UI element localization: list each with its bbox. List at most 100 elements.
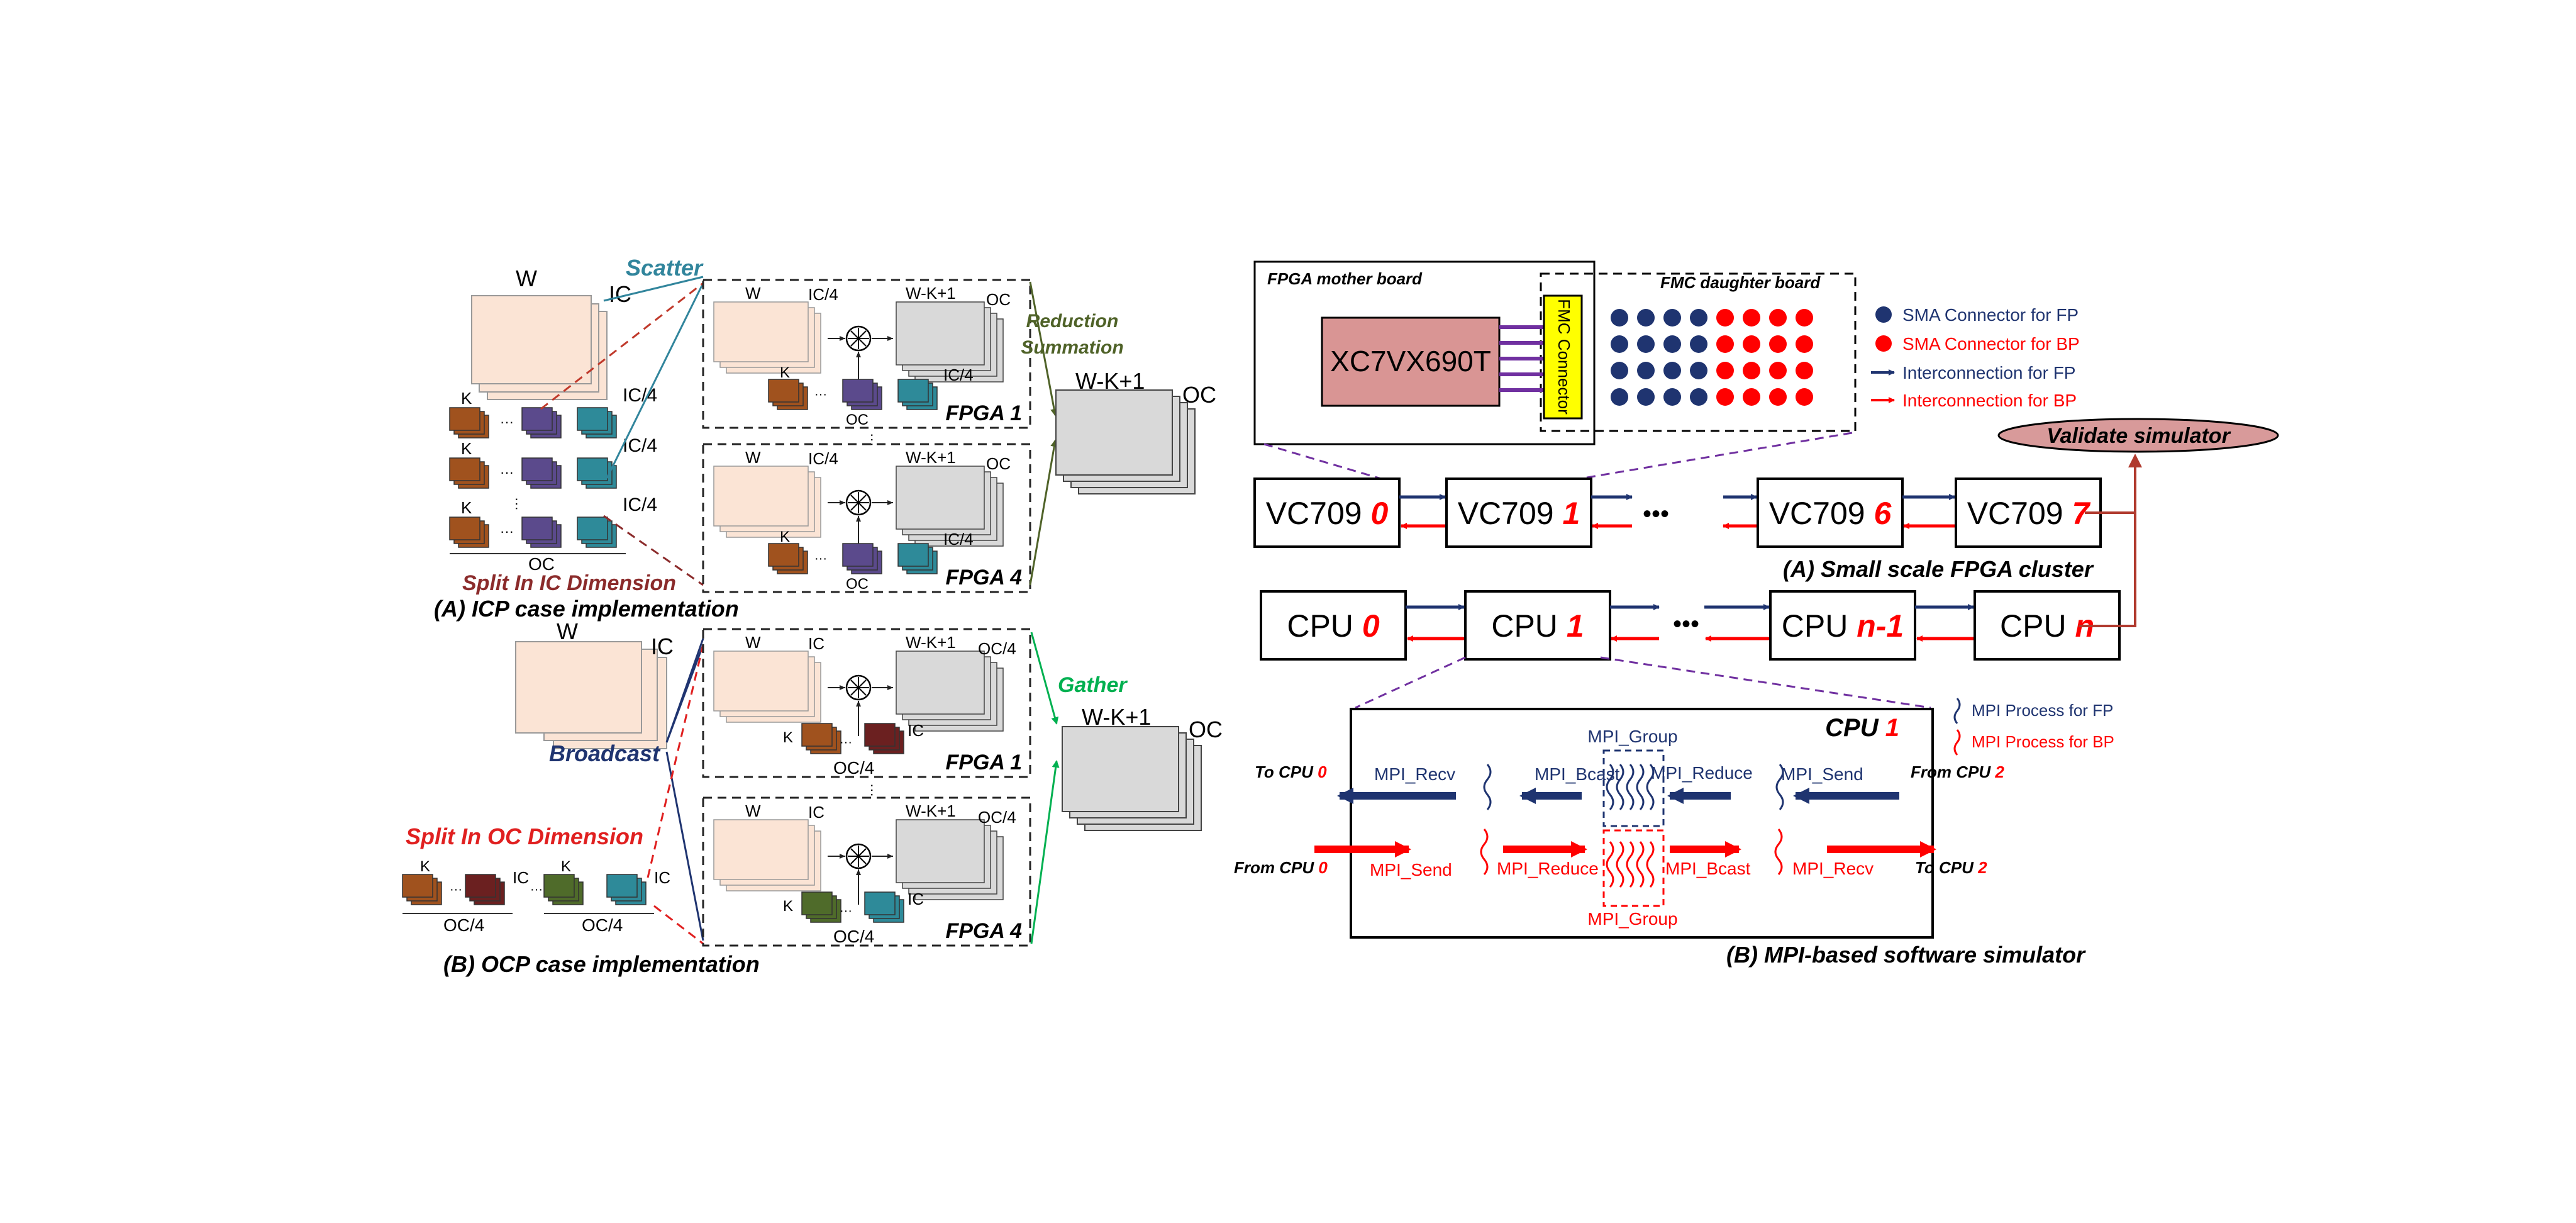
icpF4-kernel-k <box>768 543 808 574</box>
icp-dots-3: ··· <box>500 523 514 539</box>
mpi-group-box-fp <box>1602 749 1665 827</box>
sma-connector-grid <box>1611 309 1813 406</box>
cpuRow-node-0 <box>1260 590 1407 661</box>
ocp-kernel-2 <box>465 874 505 905</box>
icpF1-border <box>702 279 1031 429</box>
vcRow-node-label-1: VC709 1 <box>1458 496 1580 531</box>
icp-out-oc: OC <box>1182 382 1216 408</box>
icpF4-outputs <box>896 466 1004 547</box>
squiggle-fp-group-4 <box>1646 764 1655 810</box>
icpF1-ic: IC/4 <box>808 285 838 304</box>
icp-k-label-2: K <box>461 439 472 458</box>
squiggle-bp-group-1 <box>1616 841 1624 888</box>
icp-ic4-label-3: IC/4 <box>623 494 657 515</box>
mpi-fp-reduce-label: MPI_Reduce <box>1651 763 1753 783</box>
icpF1-outputs <box>896 301 1004 383</box>
mother-board-label: FPGA mother board <box>1267 269 1423 288</box>
ocp-split-dash-1 <box>647 644 704 878</box>
sma-dot-r3c4 <box>1716 388 1734 406</box>
icpF4-kernel-mid <box>842 543 882 574</box>
ocpF1-k: K <box>783 729 793 746</box>
ocpF1-outputs <box>896 651 1004 732</box>
ocp-kernel-4 <box>606 874 647 905</box>
ocp-output-stack <box>1062 726 1202 831</box>
validate-link <box>2079 456 2135 627</box>
mpi-legend-fp: MPI Process for FP <box>1972 701 2113 720</box>
mpi-cpu-box <box>1350 708 1934 939</box>
ocpF1-weights <box>713 651 821 723</box>
ocpF1-wk1: W-K+1 <box>906 633 956 652</box>
ocpF4-kernel-k <box>801 891 841 923</box>
sma-dot-r3c7 <box>1796 388 1813 406</box>
sma-dot-r1c0 <box>1611 335 1628 353</box>
sma-dot-r3c3 <box>1690 388 1707 406</box>
icp-reduction-label: Reduction <box>1026 311 1119 332</box>
sma-dot-r2c2 <box>1663 362 1681 379</box>
sma-dot-r1c1 <box>1637 335 1655 353</box>
ocp-out-wk1: W-K+1 <box>1082 704 1151 730</box>
ocp-k1: K <box>420 858 430 875</box>
icpF1-kernel-mid <box>842 379 882 410</box>
ocp-gather-arrow-bottom <box>1030 760 1060 944</box>
mpi-group-label-top: MPI_Group <box>1587 727 1677 746</box>
sma-dot-r1c4 <box>1716 335 1734 353</box>
ocpF1-kernel-ic <box>864 723 904 754</box>
ocp-ic2: IC <box>654 868 670 887</box>
squiggle-fp-group-3 <box>1636 764 1645 810</box>
icpF1-weights <box>713 301 821 374</box>
icpF1-kernel-ic4 <box>897 379 938 410</box>
sma-dot-r0c4 <box>1716 309 1734 327</box>
ocp-caption: (B) OCP case implementation <box>443 951 760 977</box>
ocpF4-k: K <box>783 898 793 915</box>
icp-weight-stack <box>471 295 608 400</box>
icp-w-label: W <box>516 265 537 291</box>
icpF1-kdots: ··· <box>814 388 827 401</box>
ocp-split-label: Split In OC Dimension <box>406 824 643 849</box>
ocpF4-wk1: W-K+1 <box>906 801 956 820</box>
mpi-caption: (B) MPI-based software simulator <box>1726 942 2086 968</box>
daughter-board-label: FMC daughter board <box>1660 273 1821 292</box>
sma-dot-r2c6 <box>1769 362 1787 379</box>
legend-int-fp: Interconnection for FP <box>1902 363 2075 383</box>
ocpF1-w: W <box>745 633 761 652</box>
icp-fpga-vdots: ··· <box>865 433 880 447</box>
ocpF4-label: FPGA 4 <box>945 919 1022 943</box>
cluster-caption: (A) Small scale FPGA cluster <box>1783 556 2094 582</box>
icp-dots-1: ··· <box>500 414 514 430</box>
sma-dot-r3c1 <box>1637 388 1655 406</box>
mpi-fp-send-label: MPI_Send <box>1781 764 1863 784</box>
ocp-kernel-3 <box>543 874 584 905</box>
ocp-w-label: W <box>557 618 578 644</box>
squiggle-bp-group-2 <box>1626 841 1635 888</box>
mpi-group-box-bp <box>1602 829 1665 907</box>
icp-ic4-label-2: IC/4 <box>623 435 657 456</box>
icpF1-kernel-k <box>768 379 808 410</box>
squiggle-bp-group-4 <box>1646 841 1655 888</box>
mpi-cpu-title: CPU 1 <box>1825 714 1899 742</box>
squiggle-fp-group-2 <box>1626 764 1635 810</box>
squiggle-bp-2 <box>1774 829 1783 875</box>
sma-dot-r0c0 <box>1611 309 1628 327</box>
icp-scatter-line-bottom <box>606 282 704 479</box>
ocp-panel: W IC Broadcast Split In OC Dimension K ··… <box>402 618 1223 977</box>
vcRow-node-3 <box>1955 477 2102 548</box>
ocpF1-border <box>702 628 1031 778</box>
sma-dot-r2c0 <box>1611 362 1628 379</box>
mpi-simulator: CPU 1 MPI Process for FP MPI Process for… <box>1234 698 2114 939</box>
zoom-dash-right <box>1553 432 1853 484</box>
ocp-dots2: ··· <box>530 883 543 896</box>
mpi-legend-bp-icon <box>1953 729 1961 756</box>
icp-panel: W IC Scatter K···IC/4K···IC/4K···IC/4···… <box>434 255 1216 622</box>
ocp-split-dash-2 <box>653 905 704 945</box>
mpi-zoom-dash-right <box>1600 656 1931 709</box>
icp-kernel-mid-1 <box>521 407 562 438</box>
vcRow-ellipsis: ••• <box>1643 500 1669 528</box>
icp-kernel-mid-2 <box>521 457 562 489</box>
icp-kernel-ic4-3 <box>577 517 617 548</box>
icpF1-koc: OC <box>846 411 869 428</box>
sma-dot-r3c0 <box>1611 388 1628 406</box>
vcRow-node-label-3: VC709 7 <box>1967 496 2091 531</box>
legend-sma-bp-dot <box>1875 335 1892 352</box>
sma-dot-r1c5 <box>1743 335 1760 353</box>
icpF4-kdots: ··· <box>814 552 827 566</box>
